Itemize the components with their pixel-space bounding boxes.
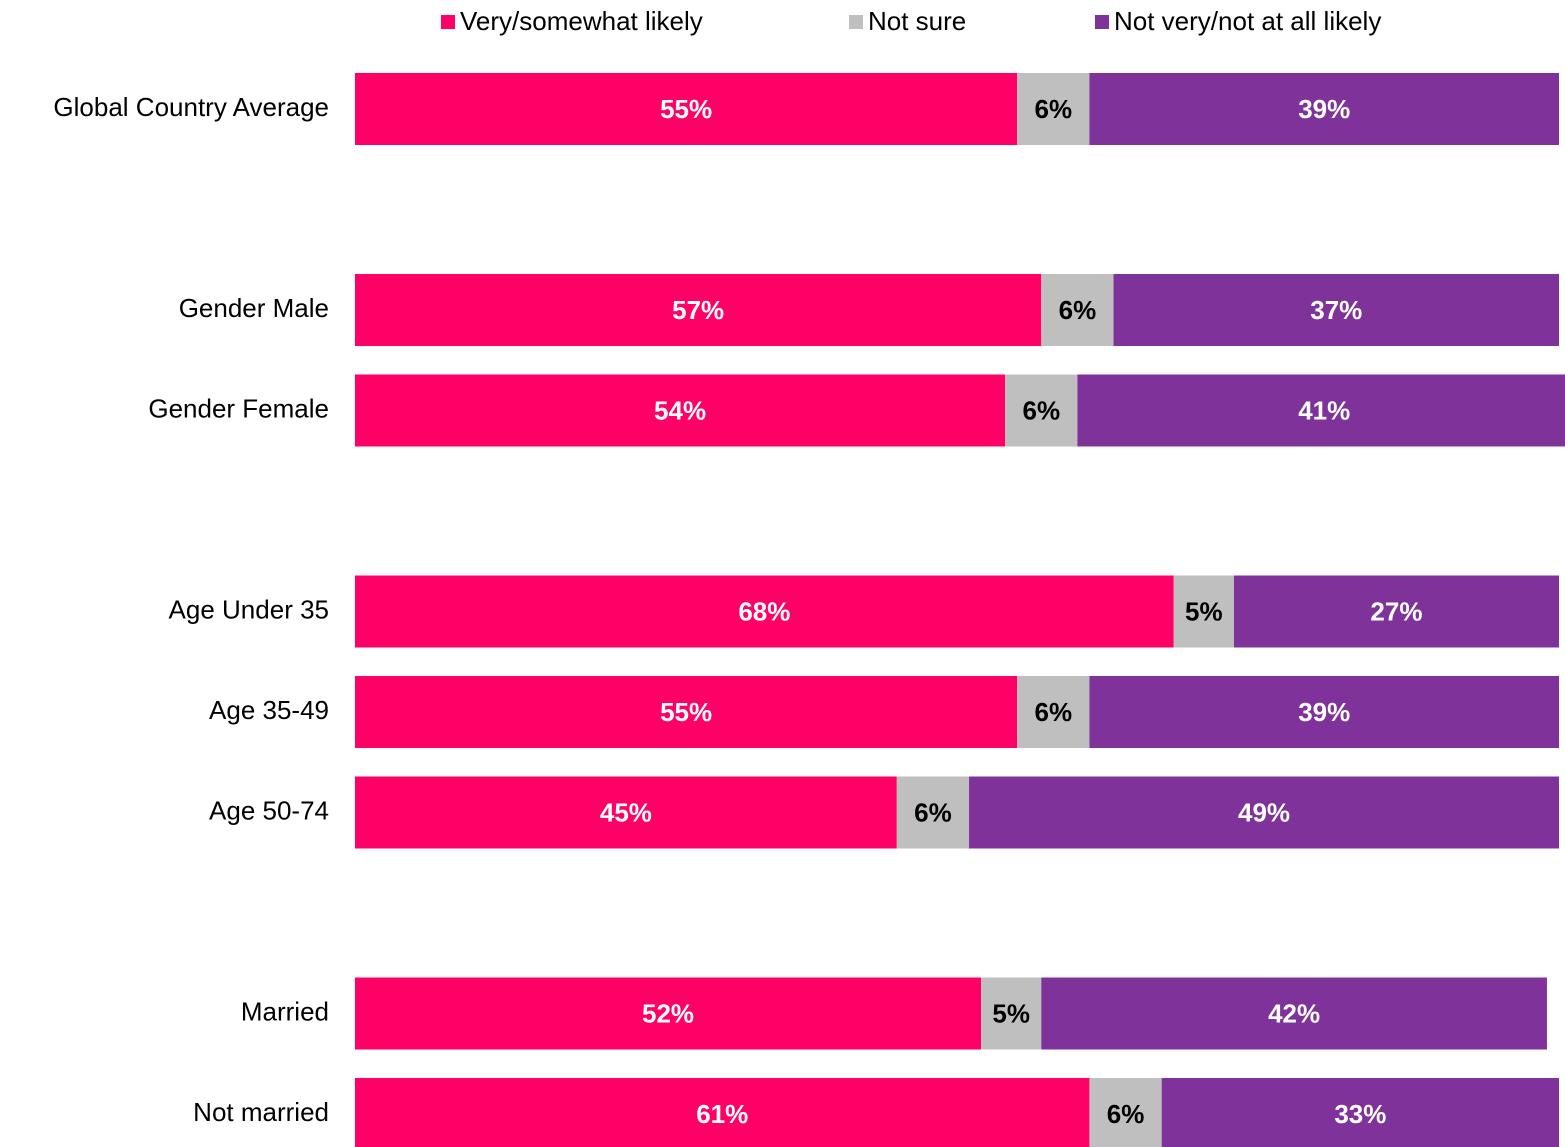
value-label: 6% [1059, 295, 1097, 325]
legend-label: Not very/not at all likely [1114, 6, 1381, 36]
legend-swatch [441, 15, 455, 29]
value-label: 42% [1268, 998, 1320, 1028]
bar-segment [1173, 575, 1234, 648]
bar-segment [355, 374, 1006, 447]
legend-swatch [1095, 15, 1109, 29]
value-label: 6% [1035, 697, 1073, 727]
bar-segment [1089, 676, 1559, 748]
value-label: 27% [1370, 596, 1422, 626]
bar-segment [981, 977, 1042, 1050]
value-label: 52% [642, 998, 694, 1028]
bar-segment [355, 1078, 1090, 1147]
value-label: 55% [660, 697, 712, 727]
legend-label: Very/somewhat likely [460, 6, 703, 36]
value-label: 33% [1334, 1099, 1386, 1129]
bar-segment [1089, 73, 1559, 145]
value-label: 45% [600, 797, 652, 827]
bar-segment [355, 73, 1018, 145]
bar-segment [1017, 73, 1090, 145]
bar-segment [1233, 575, 1559, 648]
bar-segment [1113, 274, 1559, 346]
y-tick-label: Age 35-49 [209, 695, 329, 725]
bar-segment [1005, 374, 1078, 447]
value-label: 54% [654, 395, 706, 425]
value-label: 49% [1238, 797, 1290, 827]
bar-segment [1017, 676, 1090, 748]
bar-segment [355, 676, 1018, 748]
legend-label: Not sure [868, 6, 966, 36]
bar-segment [355, 575, 1174, 648]
y-tick-label: Gender Female [148, 393, 329, 423]
bar-segment [896, 776, 970, 849]
y-tick-label: Age Under 35 [169, 594, 329, 624]
value-label: 6% [1022, 395, 1060, 425]
bar-segment [1041, 274, 1114, 346]
y-tick-label: Global Country Average [53, 92, 329, 122]
value-label: 68% [738, 596, 790, 626]
y-tick-label: Age 50-74 [209, 795, 329, 825]
value-label: 41% [1298, 395, 1350, 425]
bar-segment [355, 274, 1042, 346]
bar-segment [1089, 1078, 1162, 1147]
bar-segment [355, 776, 897, 849]
value-label: 6% [1107, 1099, 1145, 1129]
value-label: 6% [1035, 94, 1073, 124]
y-tick-label: Married [241, 996, 329, 1026]
value-label: 55% [660, 94, 712, 124]
bar-segment [1041, 977, 1547, 1050]
bar-segment [969, 776, 1559, 849]
value-label: 61% [696, 1099, 748, 1129]
bar-segment [1161, 1078, 1559, 1147]
value-label: 5% [992, 998, 1030, 1028]
value-label: 37% [1310, 295, 1362, 325]
y-tick-label: Gender Male [179, 293, 329, 323]
value-label: 39% [1298, 94, 1350, 124]
value-label: 57% [672, 295, 724, 325]
legend-swatch [849, 15, 863, 29]
value-label: 39% [1298, 697, 1350, 727]
bar-segment [1077, 374, 1565, 447]
bar-segment [355, 977, 982, 1050]
value-label: 5% [1185, 596, 1223, 626]
y-tick-label: Not married [193, 1097, 329, 1127]
value-label: 6% [914, 797, 952, 827]
